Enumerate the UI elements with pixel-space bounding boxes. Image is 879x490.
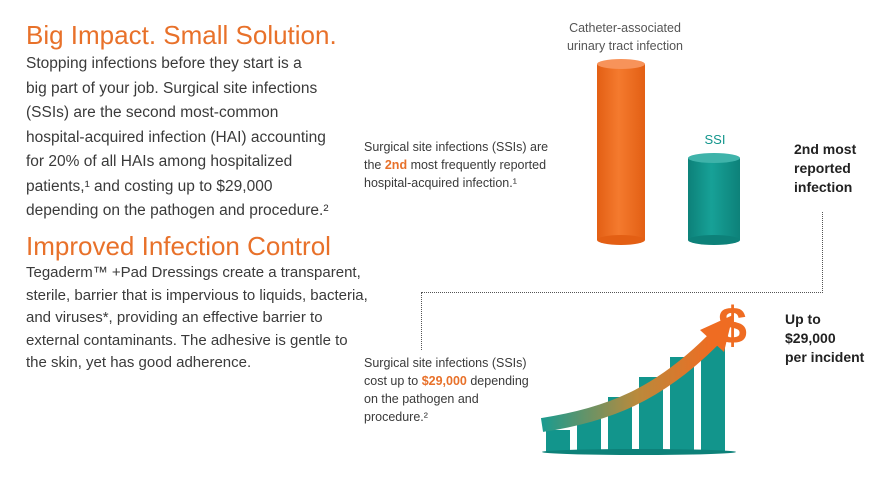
paragraph-line: and viruses*, providing an effective bar… <box>26 309 323 326</box>
growth-bar <box>546 430 570 452</box>
paragraph-line: the skin, yet has good adherence. <box>26 354 252 371</box>
bar-ssi <box>688 153 740 245</box>
bar-label-line: Catheter-associated <box>569 21 681 35</box>
paragraph-line: depending on the pathogen and procedure.… <box>26 202 329 219</box>
connector-line <box>421 292 823 293</box>
callout-line: the 2nd most frequently reported <box>364 156 584 174</box>
dollar-icon: $ <box>718 297 747 355</box>
paragraph-line: for 20% of all HAIs among hospitalized <box>26 153 293 170</box>
paragraph-line: Tegaderm™ +Pad Dressings create a transp… <box>26 264 361 281</box>
growth-bars <box>542 342 736 455</box>
callout-text: most frequently reported <box>407 158 547 172</box>
growth-bar <box>701 342 725 452</box>
callout-highlight: 2nd <box>384 158 408 172</box>
section-paragraph-big-impact: Stopping infections before they start is… <box>26 52 366 224</box>
bar-label-line: urinary tract infection <box>566 39 684 53</box>
side-label-cost: Up to $29,000 per incident <box>785 310 864 367</box>
side-label-line: per incident <box>785 349 865 365</box>
paragraph-line: external contaminants. The adhesive is g… <box>26 331 348 349</box>
bar-catheter <box>597 59 645 245</box>
paragraph-line: big part of your job. Surgical site infe… <box>26 79 318 97</box>
callout-ssi-rank: Surgical site infections (SSIs) are the … <box>364 138 584 192</box>
callout-ssi-cost: Surgical site infections (SSIs) cost up … <box>364 354 564 426</box>
callout-line: on the pathogen and <box>364 392 479 406</box>
side-label-line: reported <box>794 160 851 176</box>
paragraph-line: (SSIs) are the second most-common <box>26 104 279 121</box>
growth-arrow-head <box>700 315 733 352</box>
callout-line: Surgical site infections (SSIs) are <box>364 140 549 154</box>
section-heading-big-impact: Big Impact. Small Solution. <box>26 20 337 50</box>
side-label-rank: 2nd most reported infection <box>794 140 856 197</box>
callout-text: depending <box>466 374 529 388</box>
side-label-line: 2nd most <box>794 141 857 157</box>
paragraph-line: sterile, barrier that is impervious to l… <box>26 286 368 304</box>
side-label-line: $29,000 <box>785 330 836 346</box>
callout-text: the <box>364 158 385 172</box>
callout-highlight: $29,000 <box>421 374 467 388</box>
section-paragraph-infection-control: Tegaderm™ +Pad Dressings create a transp… <box>26 262 371 375</box>
callout-line: hospital-acquired infection.¹ <box>364 176 517 190</box>
callout-line: Surgical site infections (SSIs) <box>364 356 527 370</box>
connector-line <box>421 292 422 350</box>
paragraph-line: hospital-acquired infection (HAI) accoun… <box>26 128 326 146</box>
bar-label-catheter: Catheter-associated urinary tract infect… <box>550 19 700 55</box>
bar-label-ssi: SSI <box>704 132 726 147</box>
paragraph-line: Stopping infections before they start is… <box>26 55 302 72</box>
callout-line: cost up to $29,000 depending <box>364 372 564 390</box>
cost-growth-graphic <box>540 315 736 455</box>
growth-base <box>542 449 736 455</box>
growth-arrow-shaft <box>540 335 718 432</box>
callout-line: procedure.² <box>364 410 428 424</box>
section-heading-infection-control: Improved Infection Control <box>26 231 331 261</box>
side-label-line: infection <box>794 179 853 195</box>
paragraph-line: patients,¹ and costing up to $29,000 <box>26 177 273 195</box>
callout-text: cost up to <box>364 374 422 388</box>
side-label-line: Up to <box>785 311 821 327</box>
connector-line <box>822 212 823 293</box>
